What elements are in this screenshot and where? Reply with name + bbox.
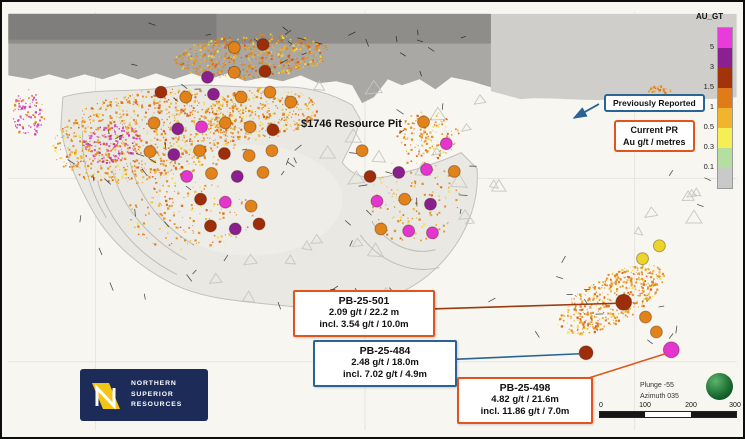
- logo-line3: RESOURCES: [131, 401, 183, 409]
- interval-grade: 2.09 g/t / 22.2 m: [328, 307, 400, 318]
- logo-mark-icon: [92, 383, 120, 410]
- grade-legend-title: AU_GT: [696, 12, 724, 21]
- scale-bar-segments: [599, 411, 737, 418]
- current-pr-key: Current PR Au g/t / metres: [614, 120, 695, 153]
- triangulated-mesh: [208, 79, 703, 303]
- callout-pb-25-484: PB-25-484 2.48 g/t / 18.0m incl. 7.02 g/…: [313, 340, 457, 387]
- company-logo: NORTHERN SUPERIOR RESOURCES: [80, 369, 208, 421]
- grade-legend: AU_GT 5 3 1.5 1 0.5 0.3 0.1: [690, 12, 738, 207]
- included-interval: incl. 11.86 g/t / 7.0m: [480, 406, 570, 418]
- view-orientation: Plunge -55 Azimuth 035: [640, 381, 679, 402]
- logo-line1: NORTHERN: [131, 380, 177, 388]
- azimuth-label: Azimuth 035: [640, 392, 679, 400]
- structure-ticks: [67, 22, 711, 345]
- included-interval: incl. 3.54 g/t / 10.0m: [319, 319, 409, 331]
- scale-tick: 300: [729, 402, 741, 409]
- included-interval: incl. 7.02 g/t / 4.9m: [343, 369, 427, 381]
- scale-tick: 200: [685, 402, 697, 409]
- drillhole-id: PB-25-498: [499, 382, 551, 394]
- previously-reported-label: Previously Reported: [613, 98, 696, 108]
- scale-tick: 100: [639, 402, 651, 409]
- interval-grade: 4.82 g/t / 21.6m: [491, 394, 559, 405]
- logo-wordmark: NORTHERN SUPERIOR RESOURCES: [131, 379, 182, 411]
- current-pr-line1: Current PR: [630, 125, 679, 135]
- scale-bar: 0 100 200 300: [599, 402, 741, 418]
- drillhole-id: PB-25-501: [338, 295, 390, 307]
- orientation-sphere-icon: [706, 373, 733, 400]
- previously-reported-key: Previously Reported: [604, 94, 705, 112]
- callout-pb-25-498: PB-25-498 4.82 g/t / 21.6m incl. 11.86 g…: [457, 377, 593, 424]
- callout-pb-25-501: PB-25-501 2.09 g/t / 22.2 m incl. 3.54 g…: [293, 290, 435, 337]
- scale-tick-labels: 0 100 200 300: [599, 402, 741, 410]
- plunge-label: Plunge -55: [640, 382, 674, 389]
- current-pr-line2: Au g/t / metres: [623, 137, 686, 148]
- interval-grade: 2.48 g/t / 18.0m: [351, 357, 419, 368]
- scale-tick: 0: [599, 402, 603, 409]
- grade-color-scale: [717, 27, 733, 189]
- overburden-band: [8, 13, 737, 104]
- logo-line2: SUPERIOR: [131, 390, 174, 398]
- drillhole-id: PB-25-484: [359, 345, 411, 357]
- resource-pit-label: $1746 Resource Pit: [301, 118, 402, 130]
- drill-intercept-dots: [143, 38, 680, 361]
